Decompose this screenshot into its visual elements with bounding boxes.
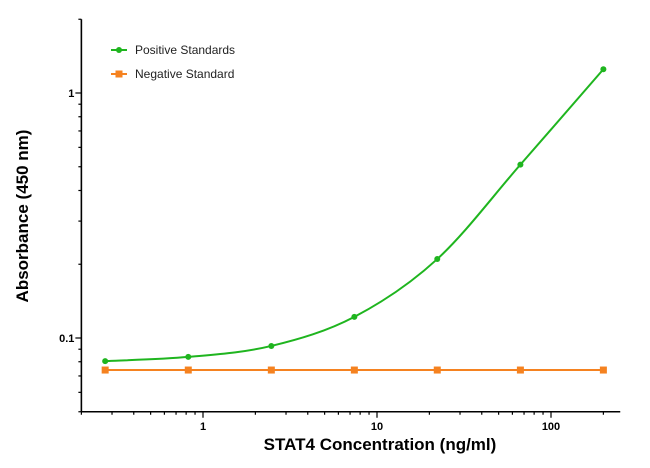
negative-standard-point <box>184 366 192 374</box>
y-tick-label: 0.1 <box>59 333 74 345</box>
x-tick-label: 1 <box>200 421 206 433</box>
series-layer <box>101 66 607 374</box>
negative-standard-point <box>267 366 275 374</box>
x-tick-label: 10 <box>371 421 383 433</box>
legend-negative-standard-label: Negative Standard <box>135 67 234 81</box>
x-axis-title: STAT4 Concentration (ng/ml) <box>264 435 497 454</box>
negative-standard-point <box>433 366 441 374</box>
positive-standards-point <box>102 358 109 365</box>
positive-standards-point <box>517 161 524 168</box>
negative-standard-point <box>599 366 607 374</box>
negative-standard-point <box>350 366 358 374</box>
legend-positive-standards-label: Positive Standards <box>135 43 235 57</box>
x-tick-label: 100 <box>542 421 560 433</box>
positive-standards-point <box>351 313 358 320</box>
positive-standards-point <box>434 256 441 263</box>
positive-standards-point <box>185 353 192 360</box>
legend-positive-standards-marker <box>116 47 122 53</box>
negative-standard-point <box>516 366 524 374</box>
legend-negative-standard-marker <box>115 70 123 78</box>
positive-standards-point <box>600 66 607 73</box>
axes: 1 10 100 0.1 1 <box>59 18 621 433</box>
positive-standards-point <box>268 342 275 349</box>
y-axis-title: Absorbance (450 nm) <box>13 130 32 303</box>
legend: Positive Standards Negative Standard <box>111 43 235 81</box>
negative-standard-point <box>101 366 109 374</box>
y-tick-label: 1 <box>68 88 74 100</box>
